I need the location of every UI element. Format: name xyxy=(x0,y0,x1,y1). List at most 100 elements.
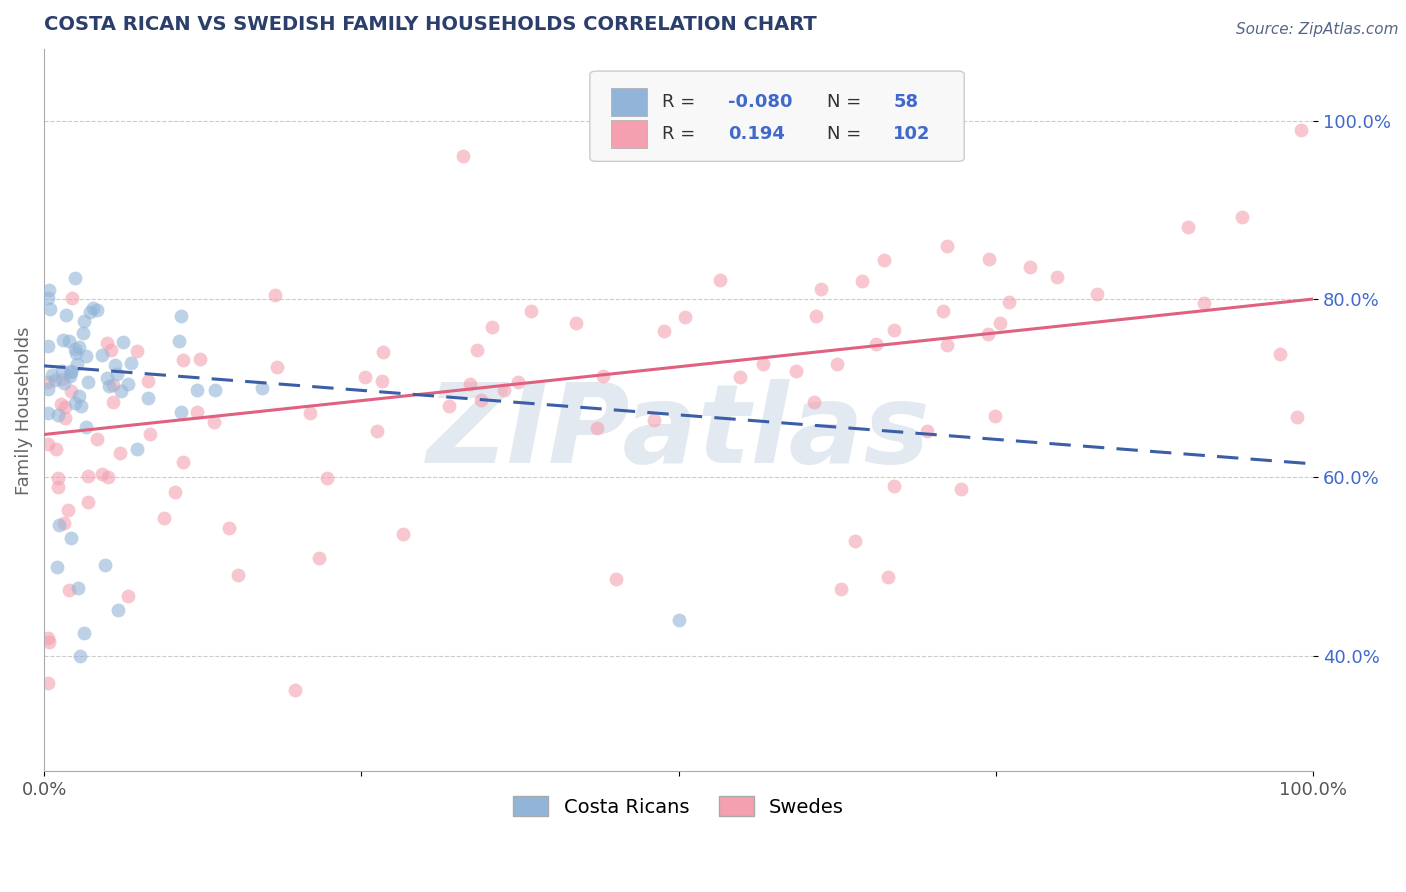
Point xyxy=(308,550,330,565)
Point xyxy=(77,495,100,509)
Point xyxy=(104,358,127,372)
Point xyxy=(316,471,339,485)
Point xyxy=(266,359,288,374)
Point xyxy=(785,364,807,378)
Text: N =: N = xyxy=(827,93,868,112)
Point xyxy=(1285,410,1308,425)
Point xyxy=(63,270,86,285)
Point xyxy=(67,581,90,595)
Point xyxy=(458,376,481,391)
Point xyxy=(492,383,515,397)
Y-axis label: Family Households: Family Households xyxy=(15,326,32,495)
Point xyxy=(110,384,132,398)
Point xyxy=(284,683,307,698)
Point xyxy=(877,570,900,584)
Point xyxy=(38,635,60,649)
Point xyxy=(86,432,108,446)
Point xyxy=(37,407,59,421)
Point xyxy=(984,409,1007,424)
Point xyxy=(883,322,905,336)
Text: -0.080: -0.080 xyxy=(728,93,793,112)
Point xyxy=(48,517,70,532)
Point xyxy=(37,375,59,389)
Point xyxy=(86,302,108,317)
Point xyxy=(186,405,208,419)
Point xyxy=(94,558,117,572)
Point xyxy=(100,343,122,358)
Point xyxy=(998,295,1021,310)
Point xyxy=(67,388,90,402)
Text: N =: N = xyxy=(827,125,868,143)
Point xyxy=(218,521,240,535)
Point xyxy=(52,516,75,531)
Point xyxy=(59,364,82,378)
Point xyxy=(59,368,82,383)
Point xyxy=(45,442,67,456)
Point xyxy=(932,303,955,318)
Point xyxy=(101,395,124,409)
Point xyxy=(392,526,415,541)
Point xyxy=(46,408,69,422)
Point xyxy=(565,316,588,330)
Point xyxy=(873,252,896,267)
Text: R =: R = xyxy=(662,125,702,143)
Point xyxy=(58,334,80,348)
Point xyxy=(48,480,70,494)
Point xyxy=(169,334,191,349)
Point xyxy=(806,309,828,323)
Point xyxy=(1085,287,1108,301)
Point xyxy=(51,397,73,411)
Point xyxy=(60,365,83,379)
Point xyxy=(51,372,73,386)
Point xyxy=(55,309,77,323)
Point xyxy=(96,371,118,385)
Point xyxy=(465,343,488,357)
Point xyxy=(977,327,1000,342)
Point xyxy=(1268,347,1291,361)
Point xyxy=(1289,122,1312,136)
Point xyxy=(170,309,193,323)
Point xyxy=(673,310,696,325)
Point xyxy=(37,631,59,645)
Point xyxy=(90,467,112,481)
Point xyxy=(127,442,149,457)
Point xyxy=(979,252,1001,266)
Point xyxy=(353,369,375,384)
Point xyxy=(136,374,159,388)
Point xyxy=(59,531,82,545)
Point xyxy=(1192,296,1215,310)
Point xyxy=(75,349,97,363)
Point xyxy=(851,274,873,288)
Point xyxy=(60,384,83,399)
Point xyxy=(66,357,89,371)
Point xyxy=(58,582,80,597)
Point xyxy=(950,483,973,497)
Point xyxy=(46,560,69,574)
Text: ZIPatlas: ZIPatlas xyxy=(427,378,931,485)
Point xyxy=(936,338,959,352)
Point xyxy=(1046,269,1069,284)
Point xyxy=(96,335,118,350)
Point xyxy=(117,377,139,392)
Point xyxy=(44,374,66,388)
Point xyxy=(37,339,59,353)
Point xyxy=(470,393,492,408)
Point xyxy=(299,406,322,420)
Point xyxy=(72,326,94,340)
Point xyxy=(915,424,938,438)
FancyBboxPatch shape xyxy=(612,120,647,148)
Point xyxy=(53,400,76,414)
Point xyxy=(107,603,129,617)
Point xyxy=(41,368,63,382)
Point xyxy=(67,339,90,353)
Point xyxy=(437,399,460,413)
Point xyxy=(52,376,75,390)
Point xyxy=(69,648,91,663)
Point xyxy=(37,437,59,451)
Point xyxy=(37,291,59,305)
Point xyxy=(730,369,752,384)
Point xyxy=(1230,210,1253,224)
Text: R =: R = xyxy=(662,93,702,112)
Point xyxy=(865,337,887,351)
Point xyxy=(79,304,101,318)
